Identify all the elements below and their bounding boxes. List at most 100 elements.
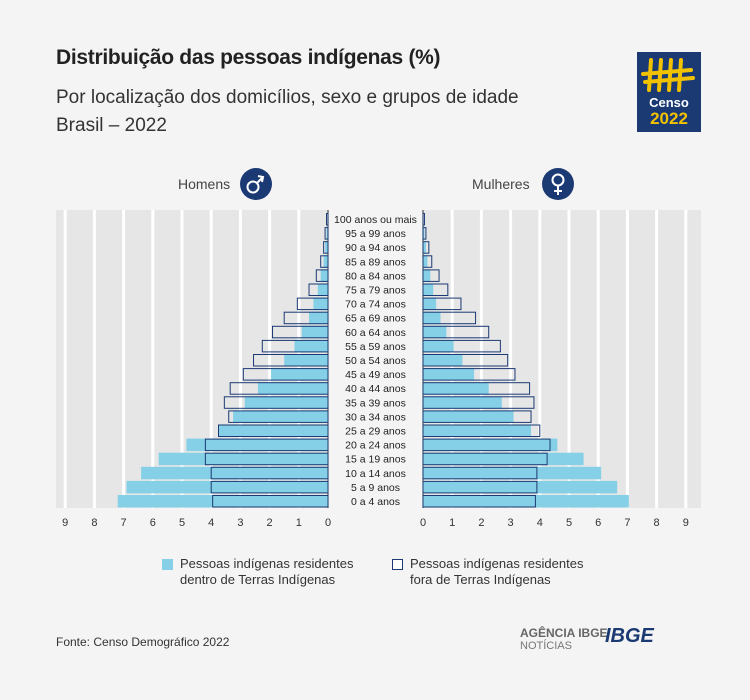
- bar-women-inside: [423, 297, 437, 311]
- bar-men-inside: [301, 325, 328, 339]
- women-label: Mulheres: [472, 176, 530, 192]
- bar-men-inside: [271, 368, 328, 381]
- bar-men-inside: [325, 241, 328, 254]
- bar-men-inside: [323, 255, 328, 268]
- bar-women-outside: [422, 297, 462, 311]
- legend-inside-swatch: [162, 559, 173, 570]
- x-tick-label-men: 3: [237, 517, 243, 529]
- bar-women-inside: [423, 495, 629, 508]
- censo-2022-logo: Censo 2022: [637, 52, 701, 132]
- legend-outside-line2: fora de Terras Indígenas: [410, 572, 551, 587]
- bar-men-inside: [244, 396, 328, 409]
- bar-men-outside: [253, 354, 329, 367]
- bar-women-inside: [423, 269, 431, 282]
- age-group-label: 55 a 59 anos: [345, 341, 406, 353]
- female-icon: [542, 168, 574, 200]
- chart-title: Distribuição das pessoas indígenas (%): [56, 46, 441, 69]
- bar-men-inside: [186, 438, 328, 452]
- bar-women-inside: [423, 368, 475, 381]
- bar-men-inside: [126, 480, 329, 494]
- bar-men-inside: [294, 339, 328, 353]
- age-group-label: 75 a 79 anos: [345, 285, 406, 297]
- bar-women-outside: [422, 452, 548, 466]
- male-icon: [240, 168, 272, 200]
- bar-women-outside: [422, 424, 541, 437]
- bar-women-outside: [422, 339, 501, 353]
- age-group-label: 40 a 44 anos: [345, 383, 406, 395]
- x-tick-labels: 9 8 7 6 5 4 3 2 1 0 0 1 2 3 4 5 6 7 8 9: [62, 517, 689, 529]
- logo-word: Censo: [649, 95, 689, 110]
- age-group-label: 30 a 34 anos: [345, 411, 406, 423]
- bar-women-inside: [423, 452, 584, 466]
- bar-men-outside: [323, 241, 329, 254]
- bar-women-inside: [423, 227, 425, 240]
- bar-women-inside: [423, 396, 502, 409]
- bar-men-inside: [317, 283, 328, 296]
- bar-women-inside: [423, 438, 558, 452]
- bar-men-inside: [284, 354, 328, 367]
- bars: [117, 213, 629, 508]
- age-group-label: 60 a 64 anos: [345, 327, 406, 339]
- bar-men-outside: [320, 255, 329, 268]
- subtitle-line-1: Por localização dos domicílios, sexo e g…: [56, 87, 519, 108]
- bar-men-outside: [324, 227, 329, 240]
- bar-men-inside: [117, 495, 328, 508]
- age-group-label: 35 a 39 anos: [345, 397, 406, 409]
- bar-men-inside: [257, 382, 328, 395]
- age-group-label: 15 a 19 anos: [345, 454, 406, 466]
- x-tick-label-men: 7: [121, 517, 127, 529]
- bar-women-outside: [422, 410, 532, 423]
- bar-men-inside: [313, 297, 328, 311]
- bar-men-outside: [315, 269, 329, 282]
- bar-men-inside: [233, 410, 328, 423]
- age-group-label: 80 a 84 anos: [345, 270, 406, 282]
- bar-men-outside: [210, 466, 329, 480]
- age-group-label: 65 a 69 anos: [345, 313, 406, 325]
- age-group-label: 90 a 94 anos: [345, 242, 406, 254]
- agencia-ibge-logo: AGÊNCIA IBGE NOTÍCIAS: [520, 627, 608, 652]
- age-group-label: 10 a 14 anos: [345, 468, 406, 480]
- x-tick-label-men: 1: [296, 517, 302, 529]
- bar-men-outside: [204, 438, 329, 452]
- population-pyramid-chart: 100 anos ou mais 95 a 99 anos 90 a 94 anos…: [56, 168, 701, 529]
- bar-women-inside: [423, 354, 463, 367]
- source-note: Fonte: Censo Demográfico 2022: [56, 635, 230, 649]
- bar-women-inside: [423, 325, 447, 339]
- x-tick-label-women: 5: [566, 517, 572, 529]
- bar-men-outside: [228, 410, 329, 423]
- bar-men-inside: [309, 311, 328, 325]
- bar-women-inside: [423, 241, 426, 254]
- ibge-logo: IBGE: [605, 625, 654, 647]
- bar-men-outside: [229, 382, 329, 395]
- bar-women-outside: [422, 269, 440, 282]
- bar-men-outside: [212, 495, 329, 508]
- logo-year: 2022: [650, 109, 688, 128]
- x-tick-label-men: 9: [62, 517, 68, 529]
- bar-women-inside: [423, 410, 514, 423]
- bar-men-outside: [326, 213, 329, 226]
- age-group-label: 100 anos ou mais: [334, 214, 417, 226]
- bar-men-outside: [210, 480, 329, 494]
- bar-women-inside: [423, 283, 434, 296]
- legend-outside-line1: Pessoas indígenas residentes: [410, 556, 584, 571]
- bar-men-outside: [296, 297, 329, 311]
- bar-women-outside: [422, 466, 538, 480]
- age-group-label: 25 a 29 anos: [345, 426, 406, 438]
- bar-women-outside: [422, 213, 425, 226]
- bar-women-inside: [423, 339, 454, 353]
- x-tick-label-men: 2: [267, 517, 273, 529]
- x-tick-label-women: 6: [595, 517, 601, 529]
- bar-women-inside: [423, 466, 602, 480]
- bar-women-outside: [422, 311, 477, 325]
- age-group-label: 70 a 74 anos: [345, 299, 406, 311]
- men-label: Homens: [178, 176, 230, 192]
- x-tick-label-men: 0: [325, 517, 331, 529]
- bar-women-outside: [422, 354, 509, 367]
- bar-men-outside: [283, 311, 329, 325]
- age-group-label: 0 a 4 anos: [351, 496, 400, 508]
- x-tick-label-women: 2: [478, 517, 484, 529]
- x-tick-label-men: 4: [208, 517, 214, 529]
- legend-inside-line1: Pessoas indígenas residentes: [180, 556, 354, 571]
- bar-women-outside: [422, 241, 430, 254]
- x-tick-label-women: 8: [654, 517, 660, 529]
